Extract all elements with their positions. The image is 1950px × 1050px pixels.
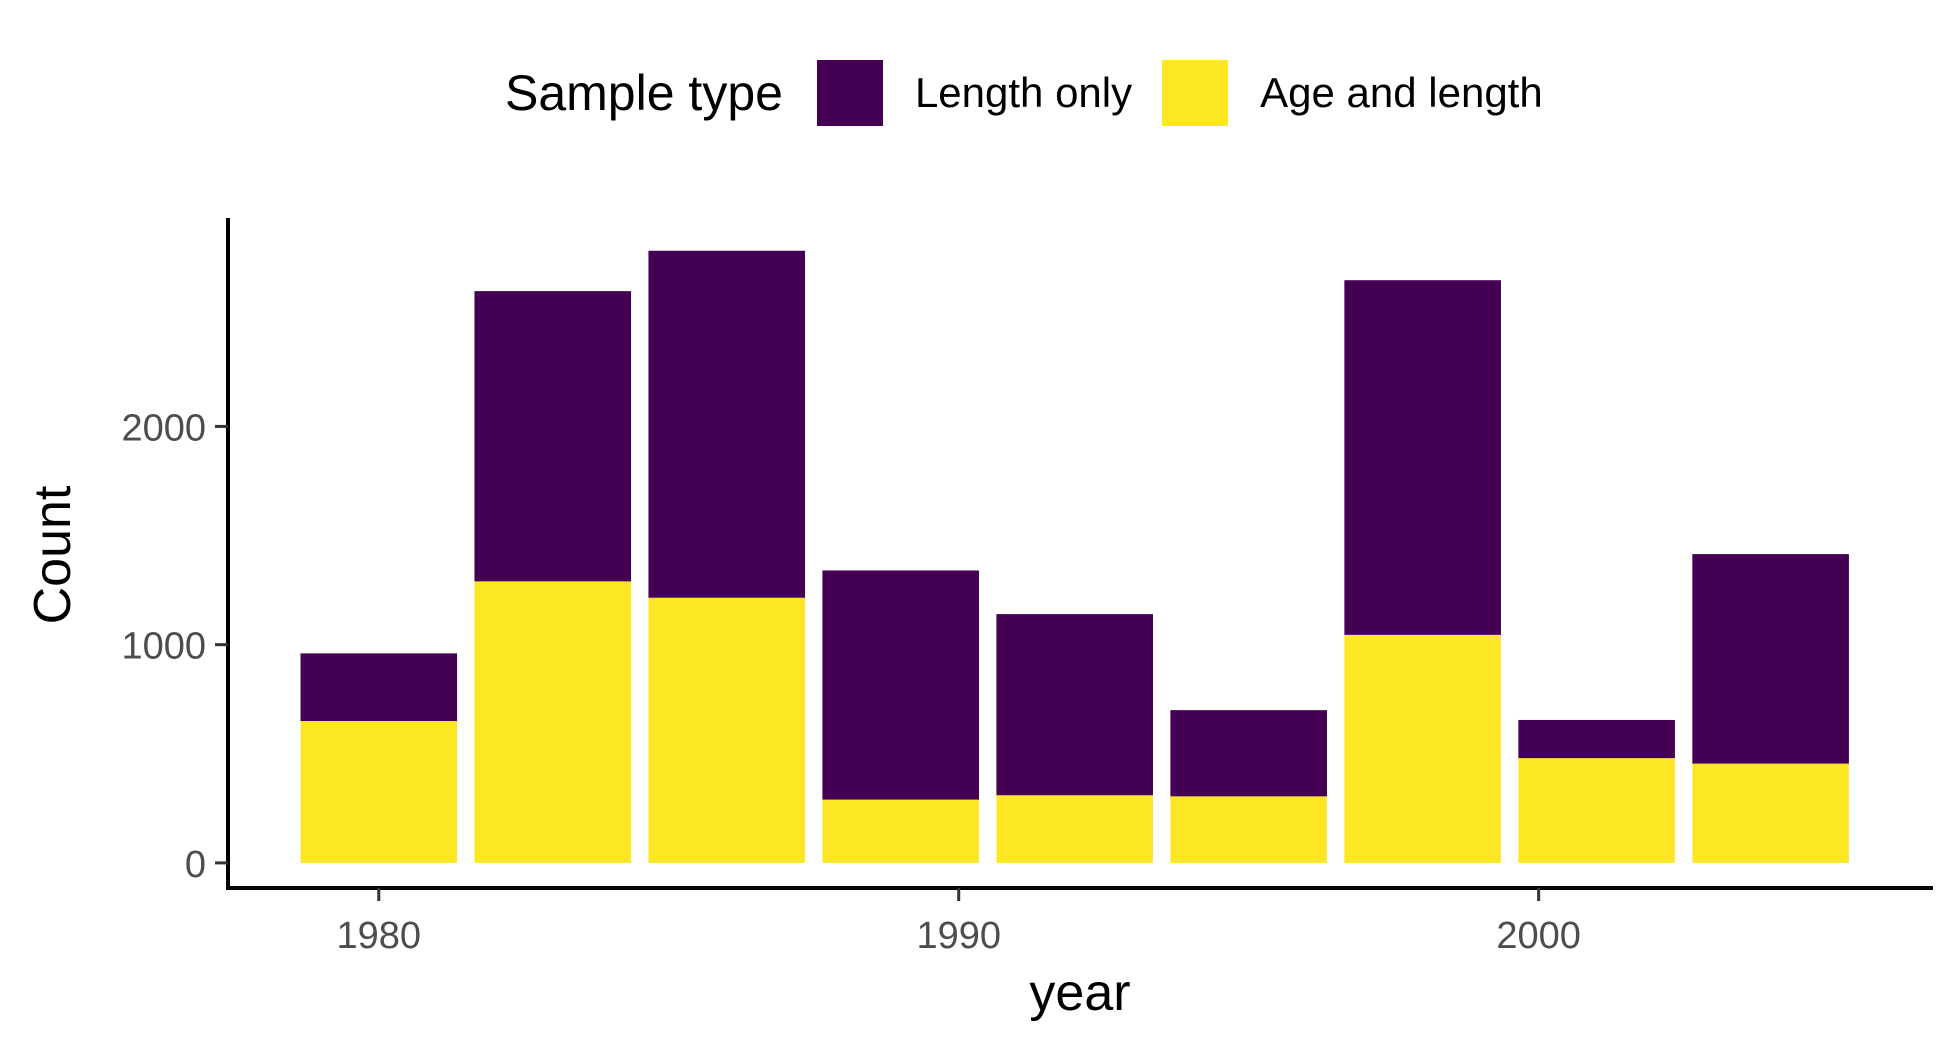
bar-1995-age-and-length [1170, 796, 1327, 863]
x-axis-label: year [1029, 964, 1130, 1022]
bar-1989-length-only [822, 570, 980, 800]
bar-1986-length-only [648, 250, 806, 598]
legend-swatch-age-and-length [1162, 60, 1229, 126]
y-tick-label-1000: 1000 [121, 626, 206, 668]
x-ticks: 1980 1990 2000 [337, 888, 1581, 957]
y-tick-label-0: 0 [185, 844, 206, 886]
legend-item-age-and-length: Age and length [1162, 60, 1543, 126]
legend-title: Sample type [505, 65, 783, 121]
bar-1983-age-and-length [474, 581, 632, 863]
bar-2004-length-only [1692, 554, 1849, 764]
x-tick-label-1990: 1990 [916, 915, 1001, 957]
y-ticks: 0 1000 2000 [121, 407, 228, 886]
bar-2001-length-only [1518, 719, 1675, 759]
legend-label-age-and-length: Age and length [1260, 69, 1543, 116]
x-tick-label-1980: 1980 [337, 915, 422, 957]
legend: Sample type Length only Age and length [505, 58, 1573, 128]
bar-1980-length-only [300, 653, 458, 722]
legend-label-length-only: Length only [914, 69, 1133, 116]
y-axis-label: Count [24, 485, 82, 624]
x-tick-label-2000: 2000 [1496, 915, 1581, 957]
bar-1980-age-and-length [300, 721, 458, 863]
bar-2001-age-and-length [1518, 758, 1675, 863]
legend-swatch-length-only [816, 60, 883, 126]
bar-1992-length-only [996, 614, 1153, 796]
bar-1998-age-and-length [1344, 634, 1501, 863]
bar-1998-length-only [1344, 280, 1501, 635]
bar-2004-age-and-length [1692, 763, 1849, 863]
bar-1989-age-and-length [822, 799, 980, 863]
legend-item-length-only: Length only [816, 60, 1133, 126]
bar-1983-length-only [474, 291, 632, 582]
bars-layer [300, 250, 1849, 863]
y-tick-label-2000: 2000 [121, 407, 206, 449]
bar-1992-age-and-length [996, 795, 1153, 863]
bar-1995-length-only [1170, 710, 1327, 797]
bar-1986-age-and-length [648, 597, 806, 863]
